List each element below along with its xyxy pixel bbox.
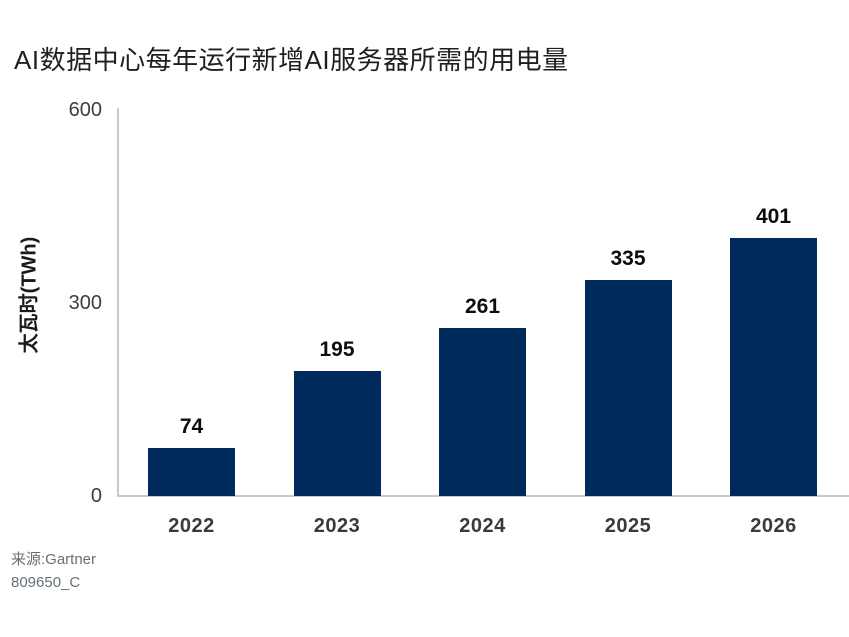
bar-2025	[584, 280, 672, 496]
source-label: 来源:Gartner	[11, 551, 97, 568]
bar-value-label: 74	[179, 415, 204, 438]
y-tick-label: 300	[68, 292, 102, 314]
x-tick-label: 2022	[168, 515, 215, 537]
source-note: 来源:Gartner 809650_C	[11, 548, 96, 594]
bar-2022	[148, 448, 235, 496]
bar-value-label: 261	[464, 295, 501, 318]
x-axis-line	[117, 495, 849, 497]
bar-2023	[293, 371, 381, 496]
x-tick-label: 2024	[459, 515, 506, 537]
bar-value-label: 335	[610, 247, 646, 270]
x-tick-label: 2025	[604, 515, 652, 537]
figure-id: 809650_C	[11, 574, 81, 591]
bar-2026	[730, 238, 817, 496]
x-tick-label: 2026	[750, 515, 797, 537]
bar-2024	[439, 328, 526, 496]
y-axis-line	[117, 108, 119, 497]
chart-title: AI数据中心每年运行新增AI服务器所需的用电量	[14, 45, 569, 75]
bar-value-label: 401	[755, 205, 792, 228]
bar-value-label: 195	[319, 338, 355, 361]
x-tick-label: 2023	[313, 515, 361, 537]
y-tick-label: 600	[68, 99, 102, 121]
y-tick-label: 0	[90, 485, 102, 507]
